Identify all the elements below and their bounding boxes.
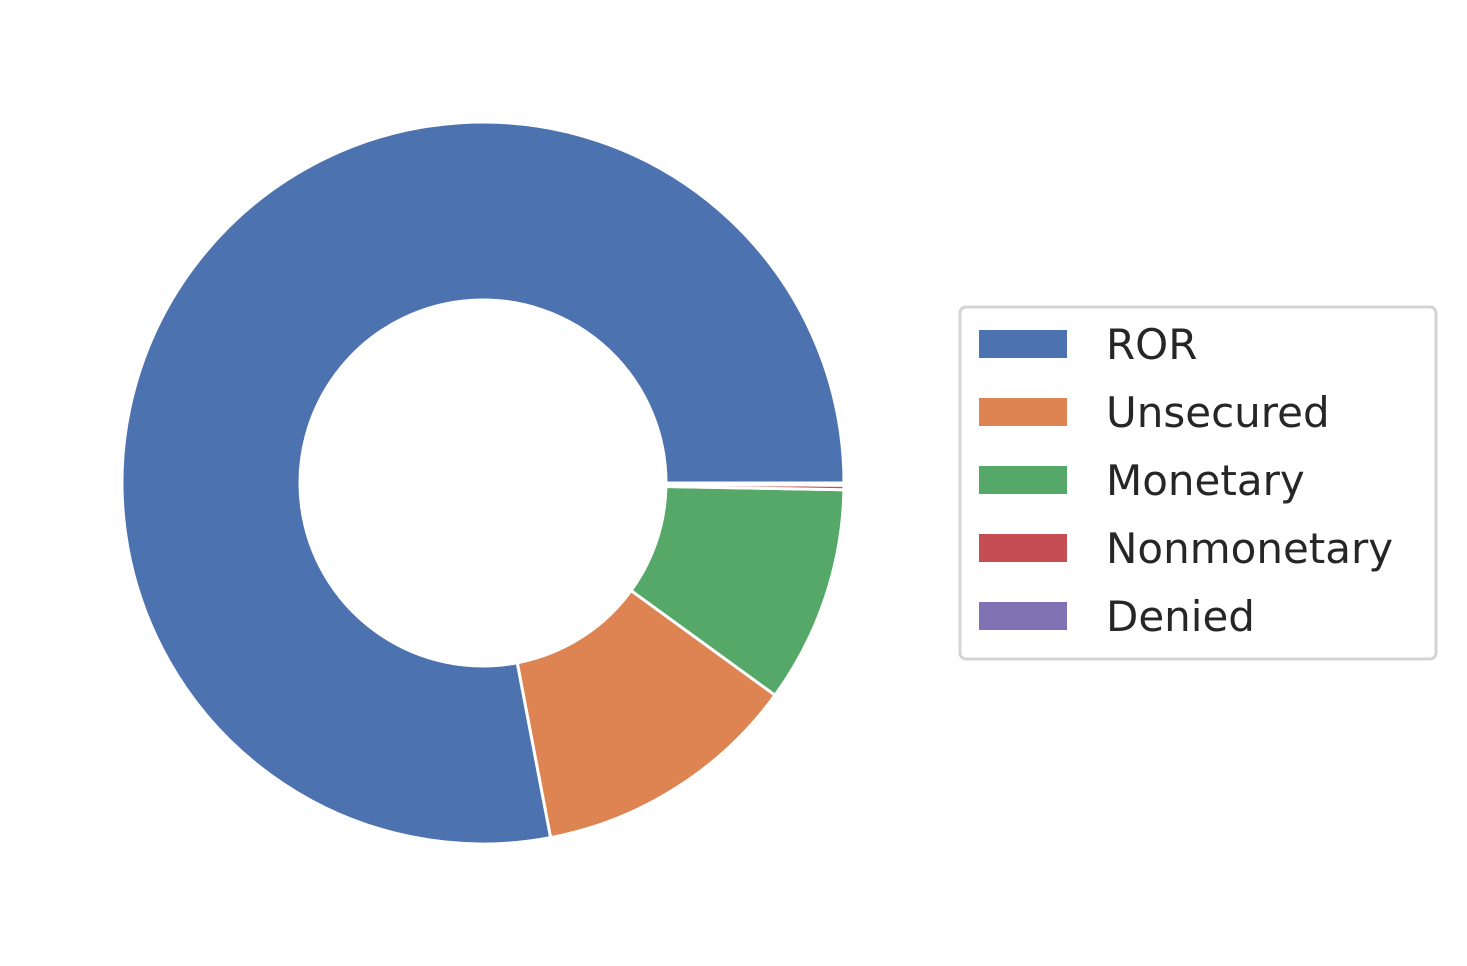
legend-label-nonmonetary: Nonmonetary (1106, 524, 1393, 573)
legend-label-denied: Denied (1106, 592, 1255, 641)
legend-swatch-denied (979, 602, 1067, 630)
legend-swatch-nonmonetary (979, 534, 1067, 562)
slice-ror (120, 120, 846, 846)
slice-denied (664, 481, 846, 487)
slice-unsecured (515, 589, 777, 840)
legend: ROR Unsecured Monetary Nonmonetary Denied (958, 305, 1438, 661)
legend-swatch-monetary (979, 466, 1067, 494)
legend-swatch-unsecured (979, 398, 1067, 426)
legend-items: ROR Unsecured Monetary Nonmonetary Denied (979, 320, 1393, 641)
legend-swatch-ror (979, 330, 1067, 358)
legend-label-unsecured: Unsecured (1106, 388, 1330, 437)
legend-frame (958, 305, 1438, 661)
donut-slices (120, 120, 846, 846)
legend-label-monetary: Monetary (1106, 456, 1305, 505)
legend-label-ror: ROR (1106, 320, 1197, 369)
